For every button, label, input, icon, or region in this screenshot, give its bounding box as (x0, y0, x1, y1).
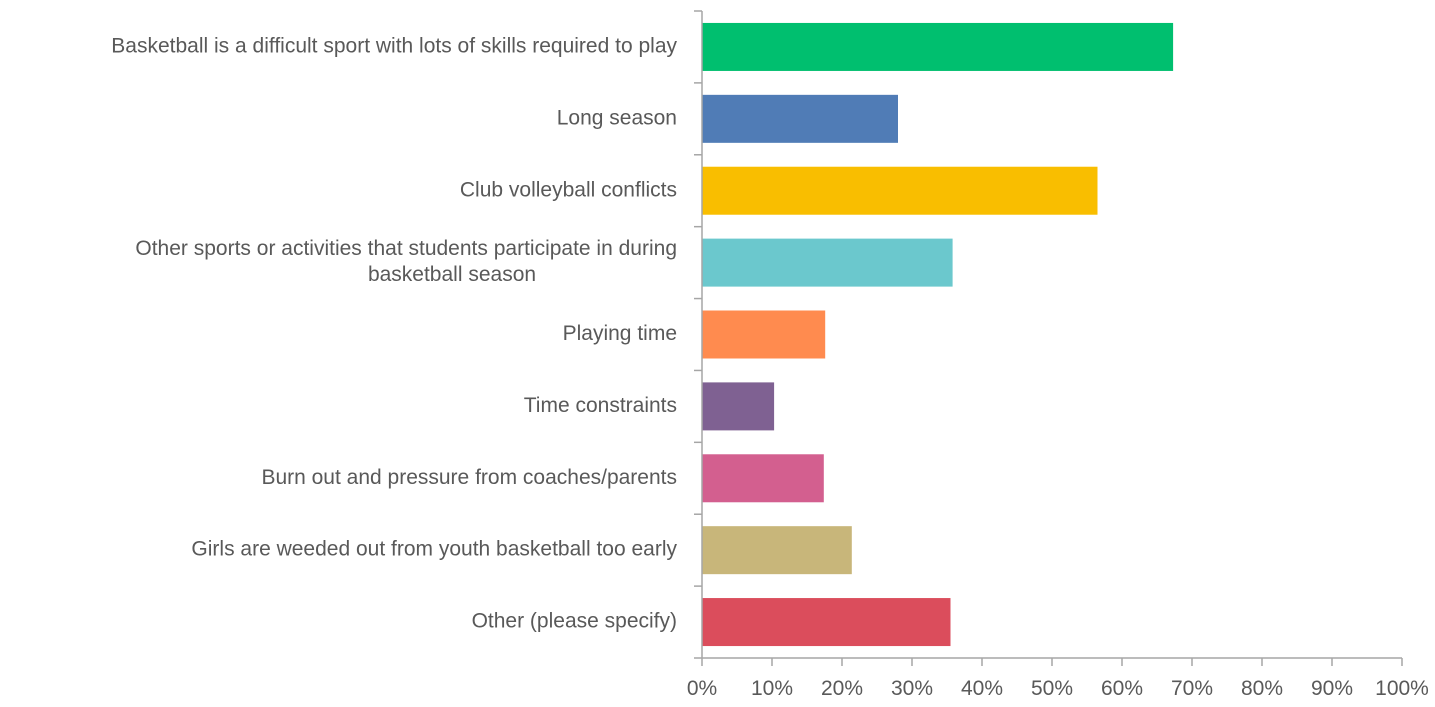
x-tick-label-3: 30% (891, 677, 933, 700)
x-tick-label-9: 90% (1311, 677, 1353, 700)
category-label-5: Time constraints (524, 394, 677, 417)
x-tick-label-0: 0% (687, 677, 717, 700)
bars-group (702, 22, 1174, 647)
category-label-1: Long season (557, 106, 677, 129)
bar-1 (702, 94, 898, 143)
bar-6 (702, 454, 824, 503)
category-label-0: Basketball is a difficult sport with lot… (111, 34, 677, 57)
category-label-3-line-1: basketball season (368, 263, 536, 286)
category-label-4: Playing time (563, 322, 677, 345)
category-label-8: Other (please specify) (472, 610, 677, 633)
bar-2 (702, 166, 1098, 215)
category-label-3-line-0: Other sports or activities that students… (135, 237, 677, 260)
x-tick-label-2: 20% (821, 677, 863, 700)
bar-4 (702, 310, 826, 359)
axes-group: 0% 10% 20% 30% 40% 50% 60% 70% 80% 90% 100% (687, 10, 1429, 700)
bar-0 (702, 22, 1174, 71)
x-tick-label-4: 40% (961, 677, 1003, 700)
category-label-6: Burn out and pressure from coaches/paren… (261, 466, 677, 489)
bar-5 (702, 382, 775, 431)
category-labels-group: Basketball is a difficult sport with lot… (111, 34, 677, 632)
x-tick-label-1: 10% (751, 677, 793, 700)
x-tick-label-7: 70% (1171, 677, 1213, 700)
x-tick-label-10: 100% (1375, 677, 1429, 700)
category-label-7: Girls are weeded out from youth basketba… (191, 538, 677, 561)
bar-7 (702, 526, 852, 575)
bar-8 (702, 598, 951, 647)
category-label-2: Club volleyball conflicts (460, 178, 677, 201)
bar-3 (702, 238, 953, 287)
x-tick-label-5: 50% (1031, 677, 1073, 700)
x-tick-label-8: 80% (1241, 677, 1283, 700)
x-tick-label-6: 60% (1101, 677, 1143, 700)
